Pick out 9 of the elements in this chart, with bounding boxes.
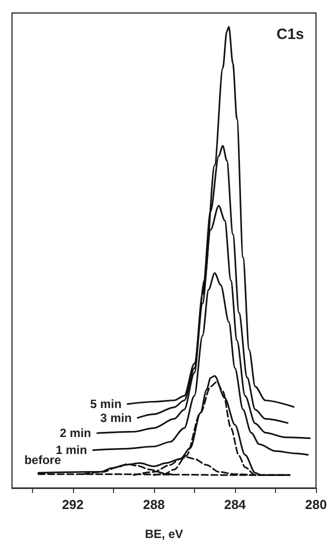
x-tick-label: 292	[62, 497, 84, 512]
x-tick-label: 284	[224, 497, 247, 512]
series-label: 3 min	[100, 410, 132, 425]
series-label: 2 min	[60, 426, 92, 440]
x-tick-label: 280	[305, 497, 327, 512]
chart-title: C1s	[276, 26, 304, 43]
series-label: 5 min	[90, 397, 122, 412]
x-tick-label: 288	[143, 497, 165, 512]
x-axis-title: BE, eV	[144, 527, 184, 541]
